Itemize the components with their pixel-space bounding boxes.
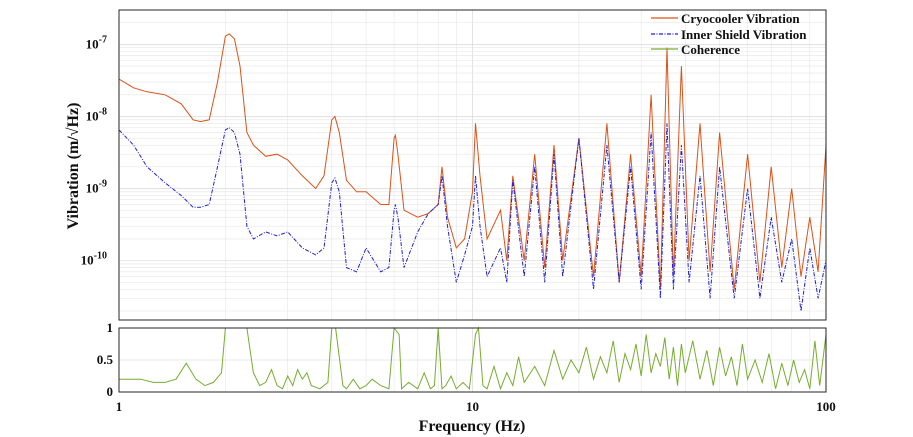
psd-y-tick-label: 10-8 xyxy=(86,106,107,123)
psd-y-tick-label: 10-9 xyxy=(86,179,107,196)
psd-y-tick-label: 10-10 xyxy=(81,251,107,268)
psd-axes-box xyxy=(118,9,827,321)
coherence-y-ticks: 00.51 xyxy=(97,320,114,399)
psd-series-inner-shield-line xyxy=(118,123,827,312)
psd-y-label: Vibration (m/√Hz) xyxy=(65,103,82,230)
x-axis-label: Frequency (Hz) xyxy=(419,418,526,435)
coherence-panel: 00.51 1 10 100 Frequency (Hz) xyxy=(97,320,836,435)
x-tick-label: 1 xyxy=(116,399,123,414)
coherence-lines xyxy=(119,326,827,391)
coherence-y-tick-label: 1 xyxy=(107,320,114,335)
psd-lines xyxy=(118,33,827,312)
coherence-y-tick-label: 0.5 xyxy=(97,352,114,367)
psd-y-ticks: 10-7 10-8 10-9 10-10 xyxy=(81,34,107,267)
psd-grid xyxy=(118,9,826,320)
psd-series-cryocooler-line xyxy=(118,33,827,290)
legend-label-coherence: Coherence xyxy=(681,42,740,57)
legend-label-inner-shield: Inner Shield Vibration xyxy=(681,27,807,42)
psd-panel: 10-7 10-8 10-9 10-10 Vibration (m/√Hz) Cryo… xyxy=(65,9,827,321)
coherence-axes-box xyxy=(118,327,827,393)
coherence-x-ticks: 1 10 100 xyxy=(116,399,836,414)
legend: Cryocooler Vibration Inner Shield Vibrat… xyxy=(651,11,807,57)
x-tick-label: 10 xyxy=(466,399,479,414)
psd-y-tick-label: 10-7 xyxy=(86,34,107,51)
legend-label-cryocooler: Cryocooler Vibration xyxy=(681,11,800,26)
coherence-y-tick-label: 0 xyxy=(107,384,114,399)
coherence-series-line xyxy=(119,326,827,391)
x-tick-label: 100 xyxy=(816,399,836,414)
